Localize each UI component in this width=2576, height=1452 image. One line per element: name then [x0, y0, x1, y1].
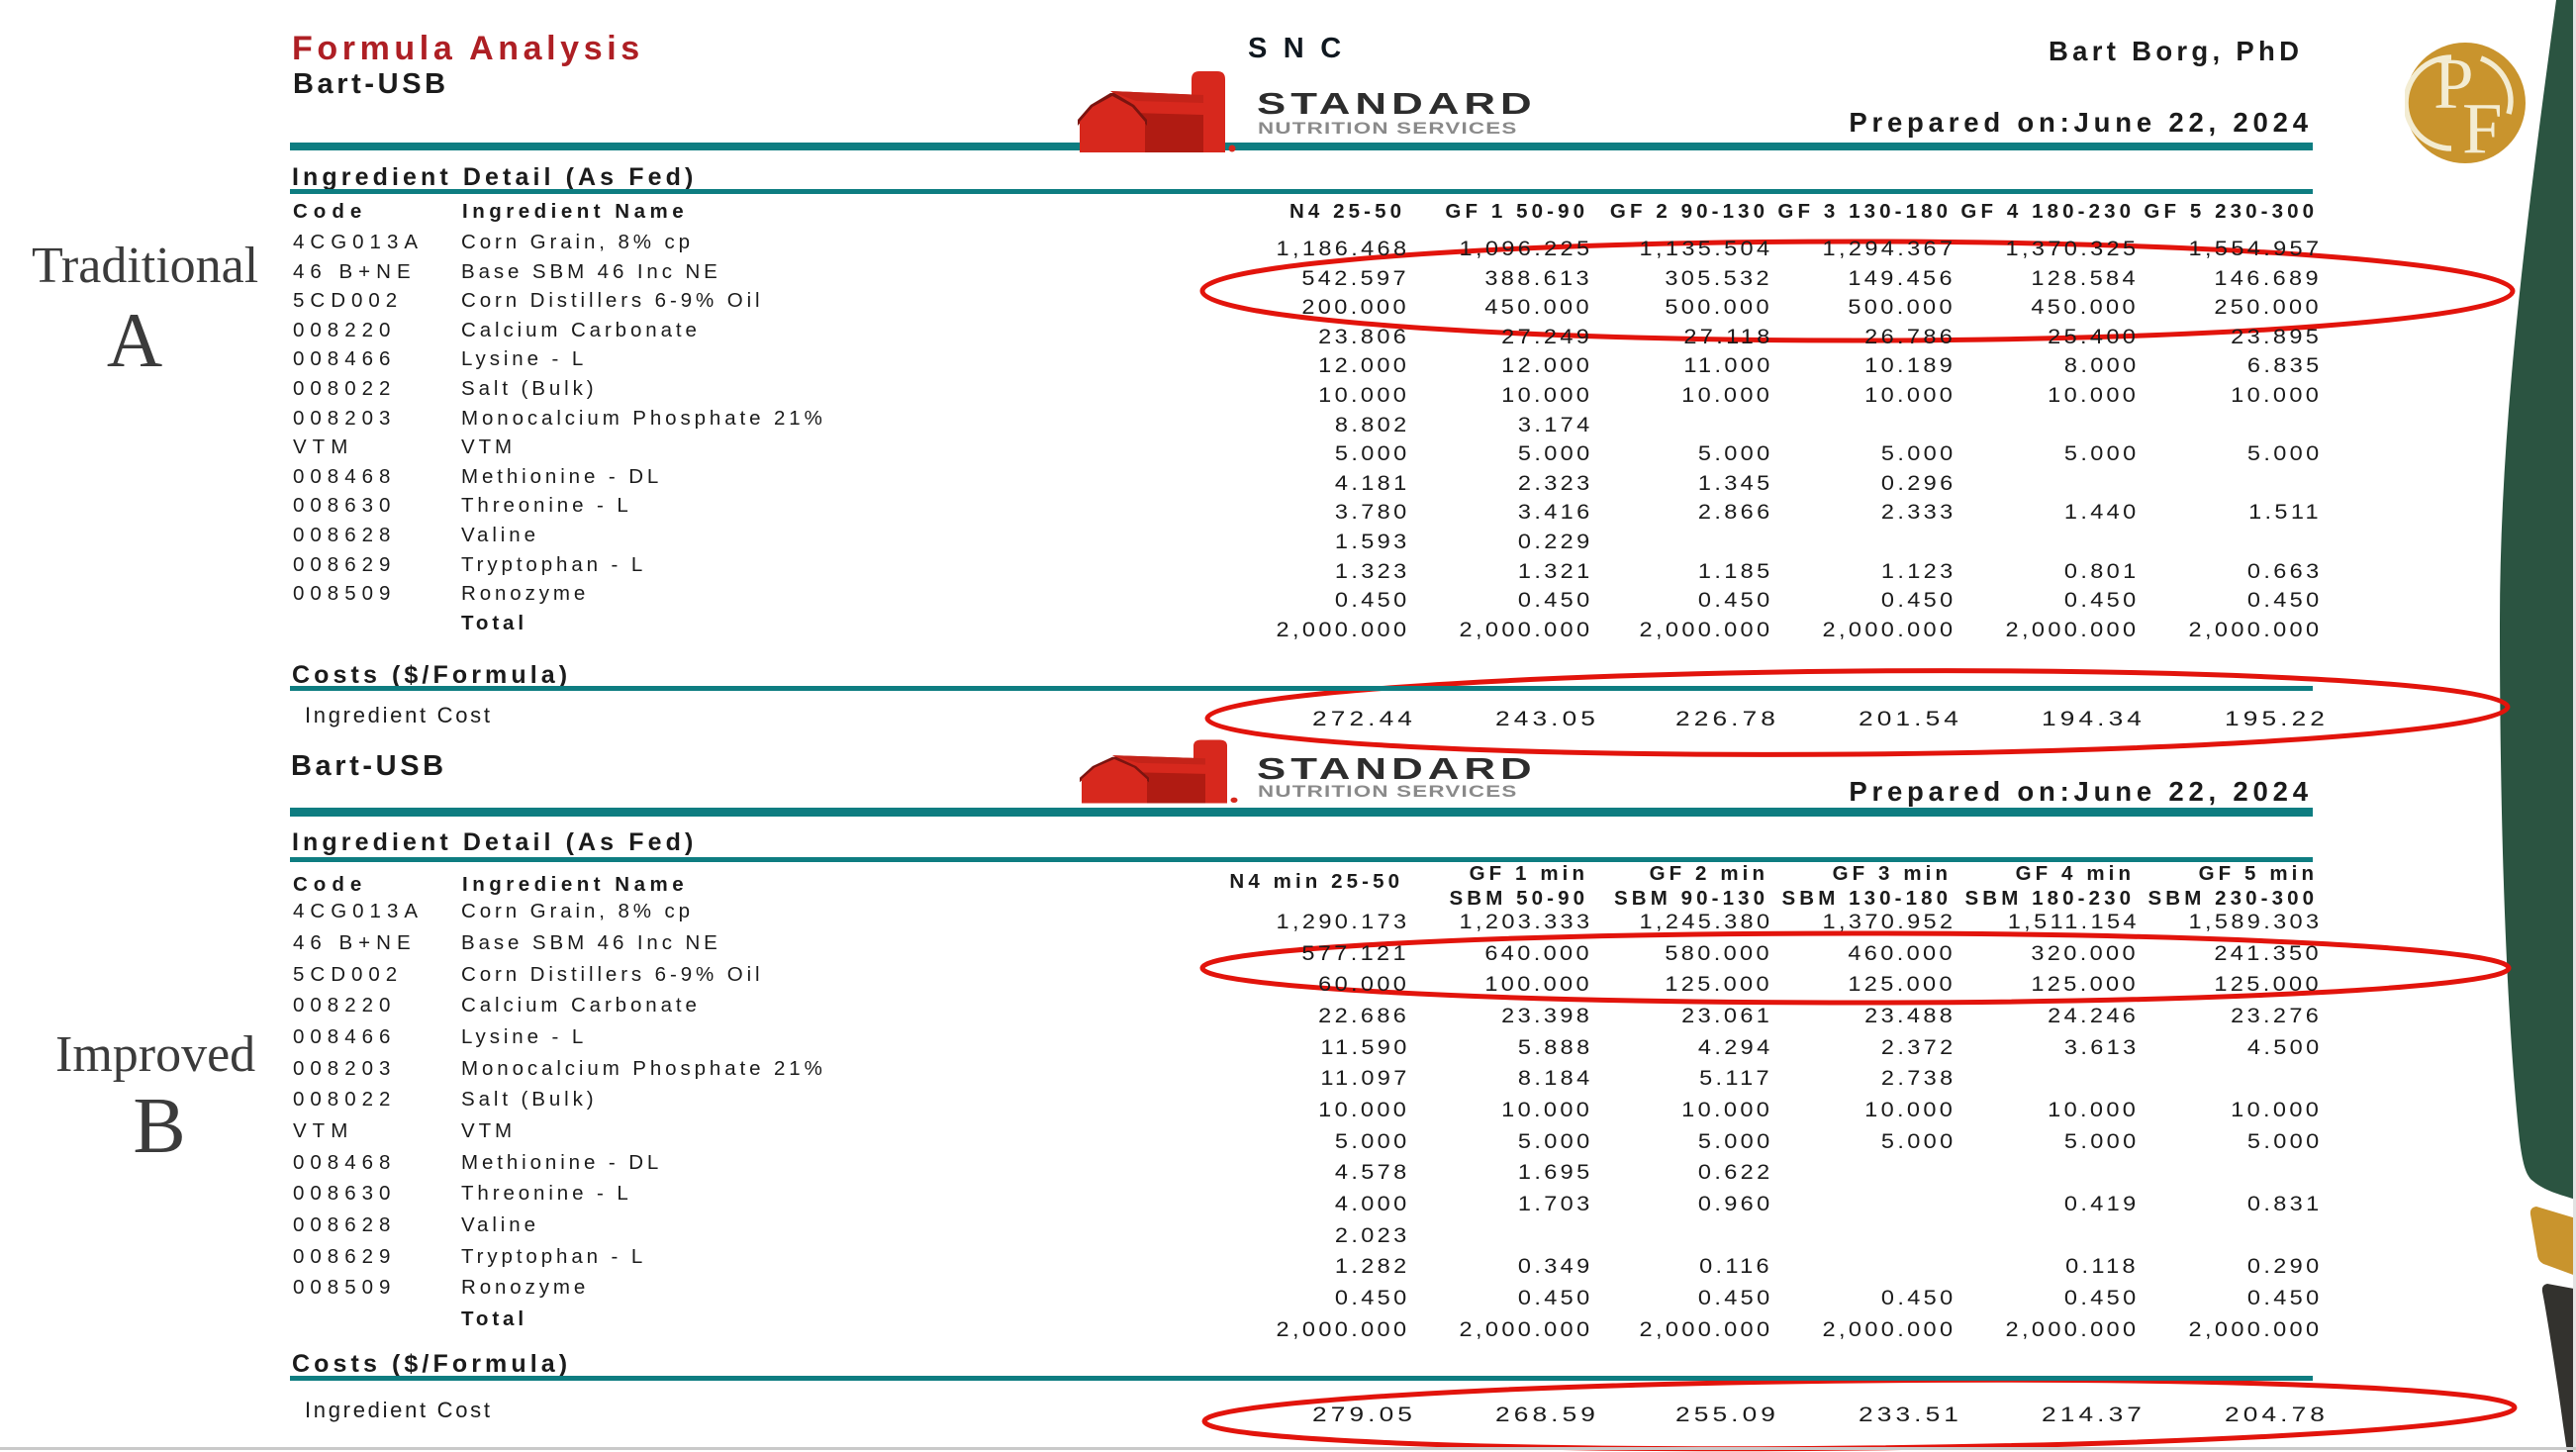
- svg-text:P: P: [2433, 44, 2474, 124]
- svg-text:F: F: [2462, 88, 2503, 163]
